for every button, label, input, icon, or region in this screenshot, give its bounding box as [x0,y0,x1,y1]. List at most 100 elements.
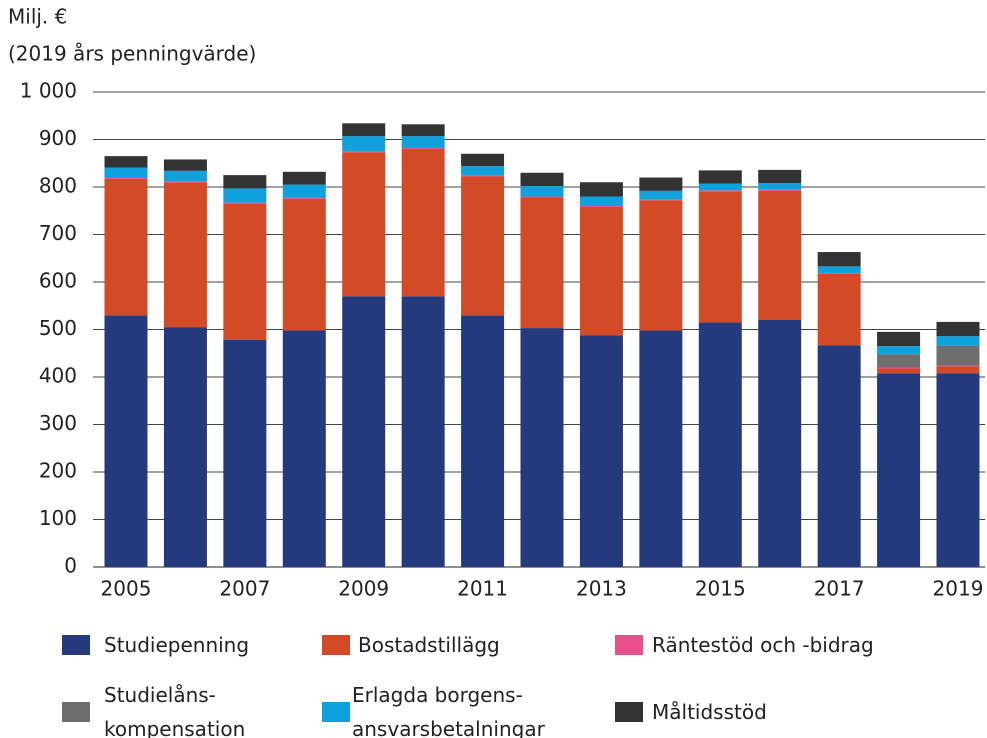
legend-swatch [615,635,643,655]
y-tick-label: 900 [39,126,77,150]
legend-label: Erlagda borgens- ansvarsbetalningar [352,683,545,738]
bar-segment [579,196,623,206]
y-tick-label: 400 [39,364,77,388]
bar-segment [936,366,980,374]
bar-segment [520,197,564,329]
bar-segment [163,170,207,182]
bar-segment [877,367,921,369]
bar-segment [877,373,921,567]
bar-segment [817,345,861,567]
bar-segment [223,339,267,567]
legend-label: Studielåns- kompensation [104,683,246,738]
bar-segment [698,170,742,184]
bar-segment [104,178,148,316]
bar-segment [698,190,742,192]
bar-segment [639,190,683,200]
bar-segment [579,206,623,336]
x-tick-label: 2009 [338,577,389,601]
x-tick-label: 2015 [695,577,746,601]
x-tick-label: 2005 [101,577,152,601]
bar-segment [401,296,445,567]
legend-swatch [62,635,90,655]
bar-segment [817,252,861,267]
legend-label: Räntestöd och -bidrag [652,633,874,657]
bar-segment [817,272,861,274]
x-tick-label: 2007 [219,577,270,601]
bar-segment [282,198,326,331]
chart-subtitle: (2019 års penningvärde) [8,42,256,66]
bar-segment [282,184,326,198]
bar-segment [401,149,445,297]
y-tick-label: 0 [64,554,77,578]
bar-segment [401,136,445,149]
bar-segment [936,321,980,337]
bar-segment [579,335,623,567]
bar-segment [461,315,505,567]
bar-segment [401,148,445,149]
bar-segment [342,296,386,567]
bar-segment [758,190,802,320]
bar-segment [520,172,564,187]
bar-segment [223,203,267,340]
chart-title: Milj. € [8,5,67,29]
bar-segment [639,200,683,331]
bar-segment [163,182,207,328]
bar-segment [877,368,921,374]
bar-segment [520,186,564,197]
bar-segment [579,182,623,197]
legend-swatch [62,702,90,722]
bar-segment [639,330,683,567]
legend-swatch [322,635,350,655]
bar-segment [817,273,861,346]
y-tick-label: 700 [39,221,77,245]
bar-segment [223,202,267,204]
bar-segment [639,177,683,191]
bar-segment [282,171,326,185]
bar-segment [877,331,921,347]
bar-segment [936,345,980,366]
bar-segment [223,188,267,203]
bar-segment [639,199,683,201]
bar-segment [461,175,505,177]
legend-label: Måltidsstöd [652,700,767,724]
bar-segment [342,136,386,152]
x-tick-label: 2017 [814,577,865,601]
x-tick-label: 2011 [457,577,508,601]
bar-segment [877,346,921,355]
bar-segment [758,183,802,190]
chart: Milj. € (2019 års penningvärde) 0 100 200 3… [8,5,985,601]
x-tick-label: 2019 [933,577,984,601]
bar-segment [282,197,326,199]
bar-segment [520,328,564,567]
bar-segment [579,206,623,207]
bar-segment [758,169,802,184]
bar-segment [461,176,505,316]
bar-segment [936,336,980,346]
y-tick-label: 200 [39,459,77,483]
bar-segment [936,373,980,567]
y-tick-label: 500 [39,316,77,340]
bar-segment [817,266,861,273]
bar-segment [342,152,386,297]
legend-swatch [615,702,643,722]
bar-segment [698,322,742,567]
bar-segment [461,166,505,176]
bar-segment [401,124,445,137]
bar-segment [104,315,148,567]
bar-segment [877,354,921,368]
bar-segment [223,175,267,189]
bar-segment [163,159,207,171]
bar-segment [698,183,742,191]
bar-segment [758,320,802,567]
bar-segment [758,189,802,191]
legend-label: Studiepenning [104,633,250,657]
y-tick-label: 800 [39,174,77,198]
legend-swatch [322,702,350,722]
bar-segment [163,181,207,183]
bar-segment [698,191,742,323]
bar-segment [104,177,148,179]
bar-segment [461,153,505,167]
legend-label: Bostadstillägg [358,633,500,657]
bar-segment [520,196,564,198]
